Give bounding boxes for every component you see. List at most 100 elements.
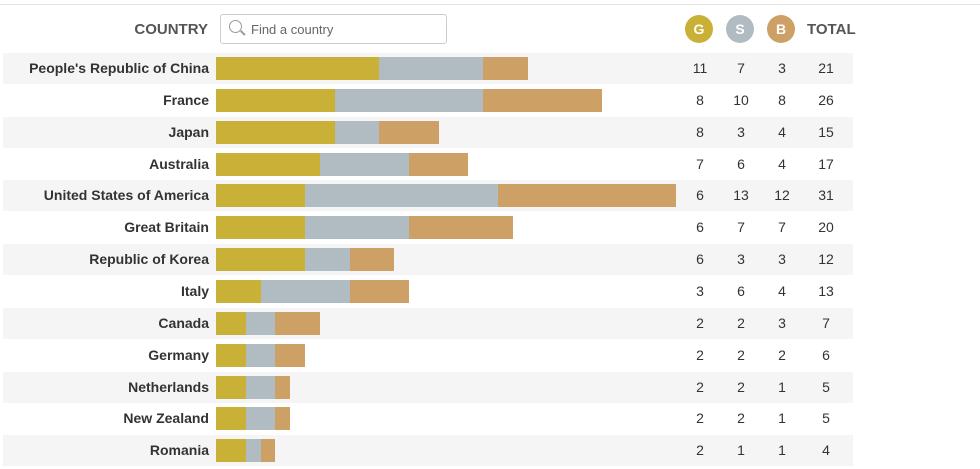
medal-bar xyxy=(216,120,439,144)
silver-medal-header[interactable]: S xyxy=(726,15,754,43)
country-search[interactable] xyxy=(220,14,447,44)
silver-count: 2 xyxy=(737,346,745,363)
bronze-bar-segment xyxy=(349,248,395,272)
table-row: Republic of Korea 6 3 3 12 xyxy=(3,244,853,276)
medal-bar xyxy=(216,375,291,399)
silver-bar-segment xyxy=(245,407,276,431)
medal-bar xyxy=(216,184,676,208)
table-row: People's Republic of China 11 7 3 21 xyxy=(3,53,853,84)
table-row: Great Britain 6 7 7 20 xyxy=(3,212,853,243)
bronze-count: 4 xyxy=(778,282,786,299)
gold-bar-segment xyxy=(216,439,246,463)
silver-count: 13 xyxy=(733,187,749,204)
gold-bar-segment xyxy=(216,152,320,176)
bronze-medal-header[interactable]: B xyxy=(767,15,795,43)
gold-count: 6 xyxy=(696,187,704,204)
country-name: Romania xyxy=(149,442,209,459)
gold-bar-segment xyxy=(216,407,246,431)
bronze-bar-segment xyxy=(408,216,513,240)
medal-bar xyxy=(216,216,513,240)
gold-count: 2 xyxy=(696,314,704,331)
gold-bar-segment xyxy=(216,216,306,240)
table-row: Japan 8 3 4 15 xyxy=(3,116,853,148)
country-name: New Zealand xyxy=(123,410,209,427)
total-count: 5 xyxy=(822,410,830,427)
bronze-bar-segment xyxy=(349,279,409,303)
gold-bar-segment xyxy=(216,279,261,303)
silver-bar-segment xyxy=(319,152,409,176)
table-row: France 8 10 8 26 xyxy=(3,85,853,116)
total-count: 7 xyxy=(822,314,830,331)
silver-count: 10 xyxy=(733,91,749,108)
silver-bar-segment xyxy=(245,311,276,335)
country-name: Republic of Korea xyxy=(89,251,209,268)
bronze-bar-segment xyxy=(275,407,291,431)
bronze-count: 12 xyxy=(774,187,790,204)
bronze-bar-segment xyxy=(483,88,602,112)
medal-bar xyxy=(216,88,602,112)
country-name: Germany xyxy=(148,346,209,363)
country-name: Japan xyxy=(168,123,209,140)
bronze-bar-segment xyxy=(483,57,528,80)
medal-bar xyxy=(216,152,469,176)
bronze-bar-segment xyxy=(408,152,469,176)
silver-bar-segment xyxy=(305,216,409,240)
gold-count: 2 xyxy=(696,442,704,459)
silver-count: 6 xyxy=(737,282,745,299)
gold-bar-segment xyxy=(216,184,306,208)
table-row: Romania 2 1 1 4 xyxy=(3,435,853,467)
gold-medal-header[interactable]: G xyxy=(685,15,713,43)
silver-bar-segment xyxy=(379,57,484,80)
total-count: 31 xyxy=(818,187,834,204)
gold-bar-segment xyxy=(216,88,335,112)
total-count: 13 xyxy=(818,282,834,299)
country-name: People's Republic of China xyxy=(29,60,209,76)
table-row: New Zealand 2 2 1 5 xyxy=(3,403,853,434)
search-icon xyxy=(229,20,242,33)
total-column-header[interactable]: TOTAL xyxy=(807,21,856,38)
silver-count: 6 xyxy=(737,155,745,172)
gold-bar-segment xyxy=(216,248,306,272)
gold-count: 2 xyxy=(696,346,704,363)
gold-count: 6 xyxy=(696,219,704,236)
gold-bar-segment xyxy=(216,375,246,399)
country-name: Great Britain xyxy=(124,219,209,236)
search-input[interactable] xyxy=(249,21,443,38)
total-count: 5 xyxy=(822,378,830,395)
gold-count: 8 xyxy=(696,91,704,108)
bronze-count: 4 xyxy=(778,123,786,140)
gold-count: 8 xyxy=(696,123,704,140)
gold-bar-segment xyxy=(216,343,246,367)
bronze-bar-segment xyxy=(260,439,276,463)
silver-count: 7 xyxy=(737,219,745,236)
bronze-bar-segment xyxy=(379,120,439,144)
gold-bar-segment xyxy=(216,57,380,80)
total-count: 17 xyxy=(818,155,834,172)
top-divider xyxy=(0,4,980,5)
table-row: Canada 2 2 3 7 xyxy=(3,307,853,339)
silver-bar-segment xyxy=(245,375,276,399)
bronze-count: 1 xyxy=(778,378,786,395)
country-name: Canada xyxy=(158,314,209,331)
country-name: United States of America xyxy=(43,187,209,204)
bronze-count: 2 xyxy=(778,346,786,363)
medal-bar xyxy=(216,57,528,80)
medal-bar xyxy=(216,343,306,367)
total-count: 15 xyxy=(818,123,834,140)
gold-count: 2 xyxy=(696,410,704,427)
silver-count: 1 xyxy=(737,442,745,459)
table-row: Italy 3 6 4 13 xyxy=(3,276,853,307)
silver-bar-segment xyxy=(334,88,484,112)
country-name: Australia xyxy=(149,155,209,172)
table-row: Germany 2 2 2 6 xyxy=(3,340,853,371)
bronze-bar-segment xyxy=(275,343,306,367)
silver-bar-segment xyxy=(245,343,276,367)
total-count: 26 xyxy=(818,91,834,108)
gold-bar-segment xyxy=(216,311,246,335)
silver-count: 2 xyxy=(737,314,745,331)
country-name: Italy xyxy=(180,282,209,299)
medal-bar xyxy=(216,311,320,335)
table-row: United States of America 6 13 12 31 xyxy=(3,180,853,212)
silver-count: 7 xyxy=(737,60,745,76)
country-name: Netherlands xyxy=(128,378,209,395)
